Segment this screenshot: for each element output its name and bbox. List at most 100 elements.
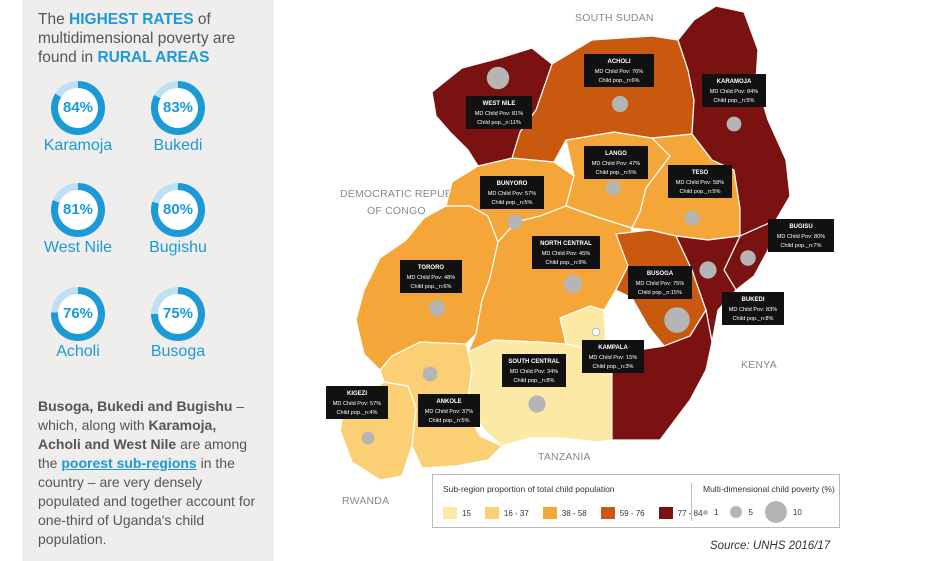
callout-line-2: Child pop._n:9% (545, 260, 586, 266)
country-label-kenya: KENYA (741, 359, 777, 371)
swatch-color (484, 507, 499, 519)
legend-swatch-item: 15 (443, 507, 471, 519)
donut-ring: 75% (151, 287, 205, 341)
headline-highlight-rural-areas: RURAL AREAS (97, 49, 210, 66)
callout-line-2: Child pop._n:3% (592, 364, 633, 370)
callout-teso: TESO MD Child Pov: 58% Child pop._n:5% (668, 165, 732, 198)
callout-title: NORTH CENTRAL (540, 241, 592, 247)
uganda-map: SOUTH SUDAN DEMOCRATIC REPUBLIC OF CONGO… (326, 5, 834, 507)
stat-value: 83% (162, 99, 194, 116)
stat-label: Acholi (56, 343, 100, 360)
bubble-ankole (422, 366, 438, 382)
callout-title: ANKOLE (436, 399, 461, 405)
legend-bubble-label: 10 (792, 507, 802, 517)
legend-bubble-large (764, 501, 787, 523)
callout-kigezi: KIGEZI MD Child Pov: 57% Child pop._n:4% (326, 386, 388, 419)
callout-title: TORORO (418, 265, 445, 271)
bubble-north-central (563, 274, 583, 294)
bubble-tororo (428, 299, 446, 317)
stat-karamoja: 84% Karamoja (38, 81, 118, 155)
bubble-bunyoro (507, 214, 523, 230)
callout-line-2: Child pop._n:5% (595, 170, 636, 176)
callout-west-nile: WEST NILE MD Child Pov: 81% Child pop._n… (466, 96, 532, 129)
callout-title: KARAMOJA (717, 79, 752, 85)
callout-line-1: MD Child Pov: 81% (475, 111, 524, 117)
swatch-label: 15 (462, 508, 471, 518)
swatch-label: 59 - 76 (619, 508, 645, 518)
map-legend: Sub-region proportion of total child pop… (432, 474, 840, 528)
callout-title: BUGISU (789, 224, 812, 230)
bubble-karamoja (726, 116, 742, 132)
callout-line-2: Child pop._n:5% (428, 418, 469, 424)
callout-line-1: MD Child Pov: 15% (589, 355, 638, 361)
callout-line-2: Child pop._n:6% (410, 284, 451, 290)
callout-line-1: MD Child Pov: 80% (777, 234, 826, 240)
donut-ring: 84% (51, 81, 105, 135)
callout-title: ACHOLI (608, 59, 631, 65)
stat-bukedi: 83% Bukedi (138, 81, 218, 155)
stat-value: 84% (62, 99, 94, 116)
legend-swatch-item: 77 - 84 (658, 507, 703, 519)
callout-title: KAMPALA (598, 345, 628, 351)
bubble-lango (605, 180, 621, 196)
callout-acholi: ACHOLI MD Child Pov: 76% Child pop._n:6% (584, 54, 654, 87)
country-label-south-sudan: SOUTH SUDAN (575, 12, 654, 24)
callout-title: BUKEDI (741, 297, 764, 303)
stat-grid: 84% Karamoja 83% Bukedi 81% West Nile 80… (38, 81, 260, 383)
callout-line-1: MD Child Pov: 84% (710, 89, 759, 95)
body-accent: poorest sub-regions (61, 455, 197, 471)
callout-title: LANGO (605, 151, 627, 157)
legend-swatch-item: 38 - 58 (542, 507, 587, 519)
stat-value: 81% (62, 201, 94, 218)
donut-ring: 83% (151, 81, 205, 135)
headline-part2: of multidimensional poverty are found in (38, 11, 236, 66)
callout-bugisu: BUGISU MD Child Pov: 80% Child pop._n:7% (768, 219, 834, 252)
stat-acholi: 76% Acholi (38, 287, 118, 361)
swatch-label: 16 - 37 (503, 508, 529, 518)
legend-bubbles: 1 5 10 (703, 501, 814, 523)
callout-line-1: MD Child Pov: 58% (676, 180, 725, 186)
swatch-label: 77 - 84 (677, 508, 703, 518)
swatch-label: 38 - 58 (561, 508, 587, 518)
body-bold-2: Karamoja, Acholi and West Nile (38, 417, 217, 452)
country-label-drc-line2: OF CONGO (367, 205, 426, 217)
callout-line-1: MD Child Pov: 83% (729, 307, 778, 313)
stat-busoga: 75% Busoga (138, 287, 218, 361)
callout-title: SOUTH CENTRAL (508, 359, 560, 365)
legend-title-population: Sub-region proportion of total child pop… (443, 484, 615, 494)
donut-ring: 76% (51, 287, 105, 341)
callout-bunyoro: BUNYORO MD Child Pov: 57% Child pop._n:5… (480, 176, 544, 209)
country-label-rwanda: RWANDA (342, 495, 389, 507)
callout-south-central: SOUTH CENTRAL MD Child Pov: 34% Child po… (502, 354, 566, 387)
legend-divider (691, 483, 692, 521)
bubble-bukedi (699, 261, 717, 279)
country-label-tanzania: TANZANIA (538, 451, 591, 463)
callout-line-2: Child pop._n:6% (598, 78, 639, 84)
callout-line-2: Child pop._n:5% (713, 98, 754, 104)
callout-kampala: KAMPALA MD Child Pov: 15% Child pop._n:3… (582, 340, 644, 373)
bubble-kigezi (361, 431, 375, 445)
bubble-south-central (528, 395, 546, 413)
callout-line-1: MD Child Pov: 75% (636, 281, 685, 287)
swatch-color (600, 507, 615, 519)
callout-line-1: MD Child Pov: 34% (510, 369, 559, 375)
callout-title: BUNYORO (497, 181, 528, 187)
callout-line-1: MD Child Pov: 48% (407, 275, 456, 281)
headline-highlight-highest-rates: HIGHEST RATES (69, 11, 194, 28)
callout-title: BUSOGA (647, 271, 674, 277)
bubble-acholi (611, 95, 629, 113)
callout-title: KIGEZI (347, 391, 367, 397)
swatch-color (443, 507, 457, 519)
callout-line-1: MD Child Pov: 45% (542, 251, 591, 257)
callout-busoga: BUSOGA MD Child Pov: 75% Child pop._n:15… (628, 266, 692, 299)
callout-line-1: MD Child Pov: 57% (333, 401, 382, 407)
legend-bubble-label: 1 (714, 507, 719, 517)
callout-line-1: MD Child Pov: 76% (595, 69, 644, 75)
legend-swatch-item: 59 - 76 (600, 507, 645, 519)
donut-ring: 80% (151, 183, 205, 237)
callout-ankole: ANKOLE MD Child Pov: 37% Child pop._n:5% (418, 394, 480, 427)
legend-swatches: 15 16 - 37 38 - 58 59 - 76 77 - 84 (443, 507, 717, 519)
bubble-west-nile (486, 66, 510, 90)
callout-line-2: Child pop._n:8% (513, 378, 554, 384)
callout-tororo: TORORO MD Child Pov: 48% Child pop._n:6% (400, 260, 462, 293)
